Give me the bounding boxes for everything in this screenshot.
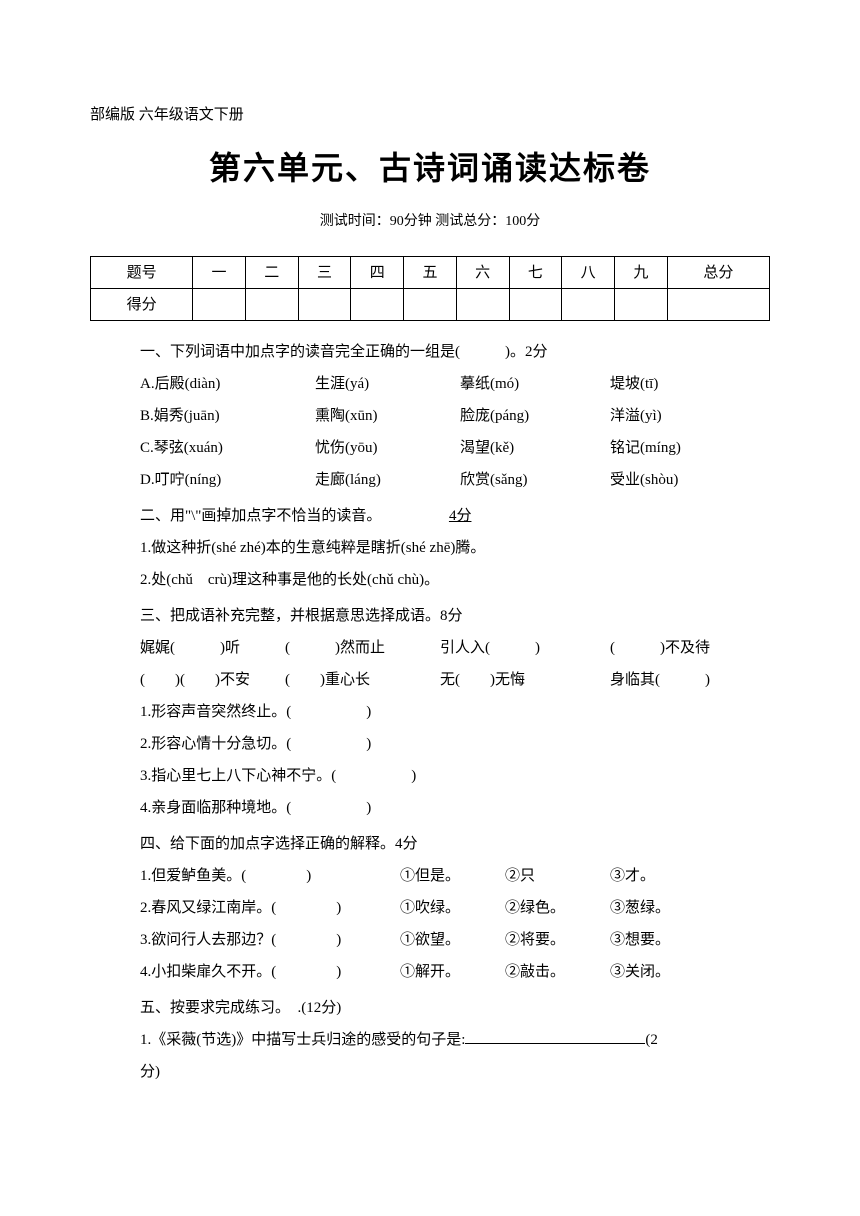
q1-cell: 堤坡(tī): [610, 369, 658, 399]
q1-cell: 欣赏(sǎng): [460, 465, 610, 495]
table-cell: [562, 289, 615, 321]
table-header: 三: [298, 257, 351, 289]
q2-heading-text: 二、用"\"画掉加点字不恰当的读音。: [140, 508, 374, 524]
q3-sub: 1.形容声音突然终止。( ): [140, 697, 770, 727]
q2-line: 2.处(chǔ crù)理这种事是他的长处(chǔ chù)。: [140, 565, 770, 595]
q5-points-open: (2: [645, 1032, 658, 1048]
q1-cell: C.琴弦(xuán): [140, 433, 315, 463]
q1-cell: 铭记(míng): [610, 433, 681, 463]
q1-cell: 熏陶(xūn): [315, 401, 460, 431]
q1-cell: 受业(shòu): [610, 465, 678, 495]
table-cell: [615, 289, 668, 321]
table-score-row: 得分: [91, 289, 770, 321]
q3-idiom-row2: ( )( )不安 ( )重心长 无( )无悔 身临其( ): [140, 665, 770, 695]
q3-sub: 2.形容心情十分急切。( ): [140, 729, 770, 759]
q4-opt: ②绿色。: [505, 893, 610, 923]
q4-opt: ③关闭。: [610, 957, 715, 987]
q4-opt: ③葱绿。: [610, 893, 715, 923]
q4-main: 2.春风又绿江南岸。( ): [140, 893, 400, 923]
score-table: 题号 一 二 三 四 五 六 七 八 九 总分 得分: [90, 256, 770, 321]
q3-idiom: ( )( )不安: [140, 665, 285, 695]
q2-points: 4分: [449, 508, 472, 524]
q4-main: 1.但爱鲈鱼美。( ): [140, 861, 400, 891]
table-cell: [456, 289, 509, 321]
table-header: 题号: [91, 257, 193, 289]
q3-idiom: 娓娓( )听: [140, 633, 285, 663]
q3-idiom: ( )重心长: [285, 665, 440, 695]
table-cell: [351, 289, 404, 321]
q2-line: 1.做这种折(shé zhé)本的生意纯粹是瞎折(shé zhē)腾。: [140, 533, 770, 563]
table-cell: [245, 289, 298, 321]
q4-opt: ①欲望。: [400, 925, 505, 955]
q4-opt: ②敲击。: [505, 957, 610, 987]
table-header: 一: [193, 257, 246, 289]
q4-row: 3.欲问行人去那边？( ) ①欲望。 ②将要。 ③想要。: [140, 925, 770, 955]
q4-row: 2.春风又绿江南岸。( ) ①吹绿。 ②绿色。 ③葱绿。: [140, 893, 770, 923]
q4-row: 4.小扣柴扉久不开。( ) ①解开。 ②敲击。 ③关闭。: [140, 957, 770, 987]
q3-sub: 3.指心里七上八下心神不宁。( ): [140, 761, 770, 791]
q1-cell: A.后殿(diàn): [140, 369, 315, 399]
q1-heading: 一、下列词语中加点字的读音完全正确的一组是( )。2分: [140, 337, 770, 367]
table-header: 九: [615, 257, 668, 289]
q4-row: 1.但爱鲈鱼美。( ) ①但是。 ②只 ③才。: [140, 861, 770, 891]
q1-cell: 忧伤(yōu): [315, 433, 460, 463]
q4-main: 3.欲问行人去那边？( ): [140, 925, 400, 955]
table-header: 五: [404, 257, 457, 289]
q1-cell: 脸庞(páng): [460, 401, 610, 431]
table-cell: [509, 289, 562, 321]
q4-main: 4.小扣柴扉久不开。( ): [140, 957, 400, 987]
table-header: 总分: [667, 257, 769, 289]
q5-line2: 分): [90, 1057, 770, 1087]
q4-opt: ①解开。: [400, 957, 505, 987]
q1-row-d: D.叮咛(níng) 走廊(láng) 欣赏(sǎng) 受业(shòu): [140, 465, 770, 495]
blank-underline: [465, 1029, 645, 1044]
q3-heading: 三、把成语补充完整，并根据意思选择成语。8分: [140, 601, 770, 631]
q1-cell: 洋溢(yì): [610, 401, 662, 431]
table-cell: [193, 289, 246, 321]
q4-opt: ②只: [505, 861, 610, 891]
score-label: 得分: [91, 289, 193, 321]
edition-label: 部编版 六年级语文下册: [90, 100, 770, 130]
table-header: 六: [456, 257, 509, 289]
table-header: 二: [245, 257, 298, 289]
table-header: 八: [562, 257, 615, 289]
q3-idiom: ( )然而止: [285, 633, 440, 663]
q1-row-c: C.琴弦(xuán) 忧伤(yōu) 渴望(kě) 铭记(míng): [140, 433, 770, 463]
q5-line1: 1.《采薇(节选)》中描写士兵归途的感受的句子是: (2: [140, 1025, 770, 1055]
table-cell: [404, 289, 457, 321]
q4-opt: ②将要。: [505, 925, 610, 955]
q5-heading: 五、按要求完成练习。 .(12分): [140, 993, 770, 1023]
q1-cell: 生涯(yá): [315, 369, 460, 399]
test-info: 测试时间：90分钟 测试总分：100分: [90, 208, 770, 236]
q4-opt: ③想要。: [610, 925, 715, 955]
q2-heading: 二、用"\"画掉加点字不恰当的读音。 4分: [140, 501, 770, 531]
q3-idiom: ( )不及待: [610, 633, 710, 663]
q1-cell: B.娟秀(juān): [140, 401, 315, 431]
table-header: 七: [509, 257, 562, 289]
main-title: 第六单元、古诗词诵读达标卷: [90, 136, 770, 200]
table-cell: [298, 289, 351, 321]
q1-row-b: B.娟秀(juān) 熏陶(xūn) 脸庞(páng) 洋溢(yì): [140, 401, 770, 431]
q5-text: 1.《采薇(节选)》中描写士兵归途的感受的句子是:: [140, 1032, 465, 1048]
q4-heading: 四、给下面的加点字选择正确的解释。4分: [140, 829, 770, 859]
table-header: 四: [351, 257, 404, 289]
q1-cell: 摹纸(mó): [460, 369, 610, 399]
table-cell: [667, 289, 769, 321]
q3-idiom: 引人入( ): [440, 633, 610, 663]
q1-cell: 走廊(láng): [315, 465, 460, 495]
table-header-row: 题号 一 二 三 四 五 六 七 八 九 总分: [91, 257, 770, 289]
q4-opt: ①但是。: [400, 861, 505, 891]
q3-idiom-row1: 娓娓( )听 ( )然而止 引人入( ) ( )不及待: [140, 633, 770, 663]
q4-opt: ①吹绿。: [400, 893, 505, 923]
q1-cell: 渴望(kě): [460, 433, 610, 463]
content-area: 一、下列词语中加点字的读音完全正确的一组是( )。2分 A.后殿(diàn) 生…: [90, 337, 770, 1055]
q3-sub: 4.亲身面临那种境地。( ): [140, 793, 770, 823]
q3-idiom: 身临其( ): [610, 665, 710, 695]
q1-cell: D.叮咛(níng): [140, 465, 315, 495]
q4-opt: ③才。: [610, 861, 715, 891]
q1-row-a: A.后殿(diàn) 生涯(yá) 摹纸(mó) 堤坡(tī): [140, 369, 770, 399]
q3-idiom: 无( )无悔: [440, 665, 610, 695]
